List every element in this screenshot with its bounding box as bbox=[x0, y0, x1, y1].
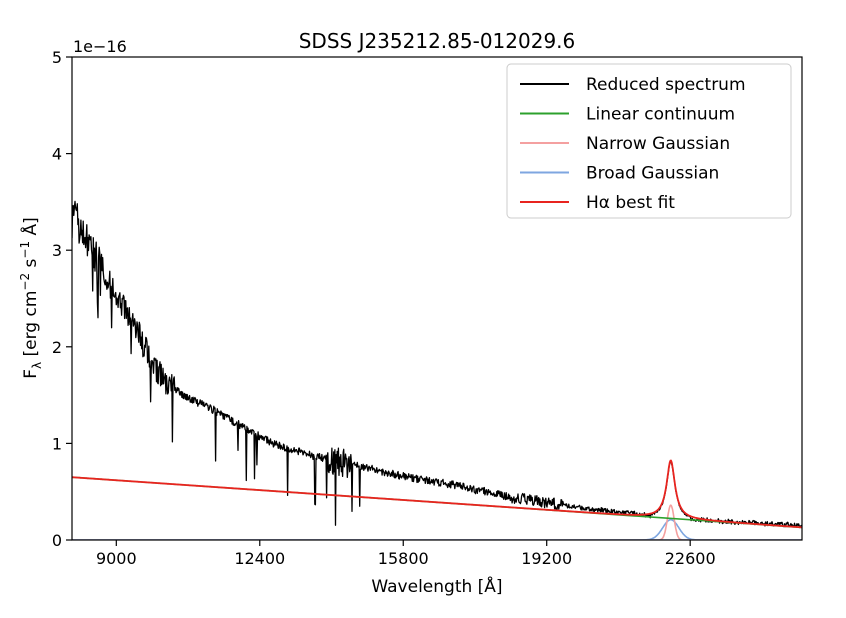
y-offset-label: 1e−16 bbox=[73, 37, 127, 56]
y-tick-label: 0 bbox=[52, 531, 62, 550]
x-axis-title: Wavelength [Å] bbox=[371, 575, 502, 597]
y-tick-label: 4 bbox=[52, 145, 62, 164]
x-tick-label: 22600 bbox=[665, 549, 716, 568]
chart-title: SDSS J235212.85-012029.6 bbox=[299, 29, 576, 53]
y-tick-label: 2 bbox=[52, 338, 62, 357]
legend-label: Linear continuum bbox=[586, 105, 735, 125]
x-tick-label: 9000 bbox=[96, 549, 137, 568]
broad-gaussian-line bbox=[72, 518, 802, 540]
legend-box bbox=[506, 63, 792, 219]
halpha-best-fit-line bbox=[72, 459, 802, 529]
y-tick-label: 1 bbox=[52, 434, 62, 453]
plot-frame bbox=[71, 56, 803, 541]
legend-label: Reduced spectrum bbox=[586, 75, 746, 95]
legend-label: Broad Gaussian bbox=[586, 164, 719, 184]
y-axis-title: Fλ [erg cm−2 s−1 Å] bbox=[18, 217, 44, 379]
x-tick-label: 19200 bbox=[521, 549, 572, 568]
y-tick-label: 5 bbox=[52, 48, 62, 67]
legend: Reduced spectrum Linear continuum Narrow G… bbox=[506, 63, 792, 219]
x-tick-label: 15800 bbox=[378, 549, 429, 568]
y-tick-label: 3 bbox=[52, 241, 62, 260]
x-tick-label: 12400 bbox=[234, 549, 285, 568]
plot-area bbox=[72, 200, 802, 540]
axis-ticks: 9000 12400 15800 19200 22600 0 1 2 3 4 5 bbox=[52, 48, 716, 568]
legend-label: Hα best fit bbox=[586, 193, 675, 213]
legend-label: Narrow Gaussian bbox=[586, 134, 730, 154]
